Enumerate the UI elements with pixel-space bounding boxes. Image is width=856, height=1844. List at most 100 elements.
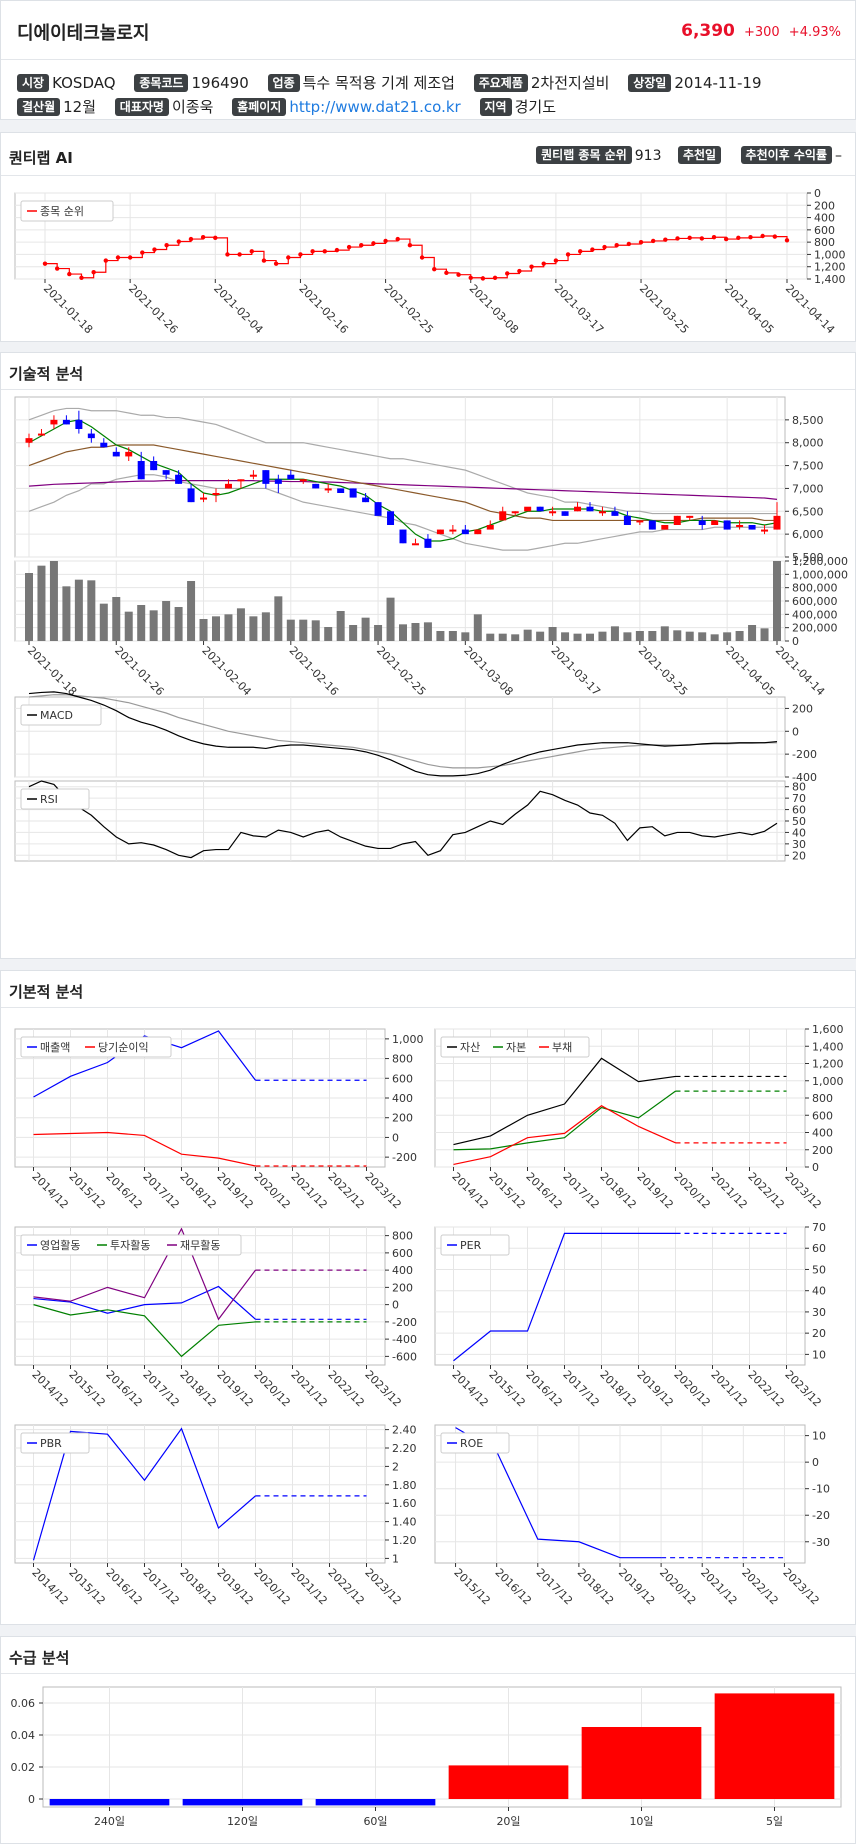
x-tick-label: 5일 [766, 1814, 783, 1828]
rank-point [663, 237, 668, 242]
rank-point [140, 250, 145, 255]
volume-bar [349, 625, 358, 641]
listing-value: 2014-11-19 [674, 74, 762, 92]
volume-bar [760, 628, 769, 641]
technical-title: 기술적 분석 [9, 365, 84, 383]
x-tick-label: 2021/12 [288, 1566, 330, 1608]
divider [1, 389, 855, 390]
rank-point [480, 276, 486, 281]
legend-label: ROE [460, 1437, 483, 1450]
legend-label: PBR [40, 1437, 62, 1450]
candle-body [37, 433, 45, 436]
rank-point [261, 258, 267, 263]
x-tick-label: 2020/12 [251, 1368, 293, 1410]
homepage-link[interactable]: http://www.dat21.co.kr [289, 98, 461, 116]
x-tick-label: 2021-04-05 [723, 644, 777, 698]
legend-box [20, 1432, 90, 1454]
volume-bar [212, 616, 220, 641]
rank-point [310, 249, 315, 254]
rank-point [383, 238, 388, 244]
rank-point [565, 252, 571, 257]
y-tick-label: 1,000,000 [792, 568, 848, 581]
rank-point [54, 266, 60, 271]
rank-badge: 퀀티랩 종목 순위 [536, 146, 632, 164]
plot-frame [42, 1686, 842, 1808]
volume-bar [74, 579, 83, 641]
fundamental-card: 기본적 분석 -200 0 200 400 600 800 1,000 2014/12 2015… [0, 970, 856, 1625]
supply-bar [714, 1693, 835, 1799]
x-tick-label: 2021-01-26 [126, 282, 180, 336]
volume-bar [511, 634, 520, 641]
volume-bar [735, 631, 744, 641]
candle-body [62, 419, 70, 425]
candle-body [274, 479, 282, 484]
x-tick-label: 2021-02-16 [287, 644, 341, 698]
y-tick-label: 400 [814, 212, 835, 225]
y-tick-label: 30 [812, 1306, 826, 1319]
volume-bar [623, 632, 632, 641]
revenue-series-line [33, 1030, 256, 1098]
x-tick-label: 2016/12 [523, 1170, 565, 1212]
price-block: 6,390 +300 +4.93% [681, 21, 841, 41]
candle-body [374, 502, 382, 516]
rank-point [614, 243, 619, 248]
code-badge: 종목코드 [134, 74, 189, 92]
y-tick-label: 10 [812, 1430, 826, 1443]
x-tick-label: 240일 [94, 1814, 125, 1828]
y-tick-label: 0.04 [11, 1729, 36, 1742]
fundamental-charts: -20002004006008001,0002014/122015/122016… [14, 1023, 844, 1608]
x-tick-label: 2014/12 [449, 1170, 491, 1212]
candle-body [499, 511, 507, 521]
candle-body [698, 520, 706, 525]
x-tick-label: 2021-04-05 [722, 282, 776, 336]
rank-point [371, 241, 376, 246]
market-value: KOSDAQ [52, 74, 116, 92]
candle-body [212, 493, 220, 495]
x-tick-label: 2021-02-16 [296, 282, 350, 336]
candle-body [162, 470, 170, 475]
x-tick-label: 2015/12 [486, 1368, 528, 1410]
rank-point [419, 255, 425, 260]
volume-bar [261, 612, 270, 641]
x-tick-label: 2023/12 [782, 1170, 824, 1212]
x-tick-label: 2020/12 [671, 1170, 713, 1212]
x-tick-label: 2022/12 [325, 1566, 367, 1608]
candle-body [636, 520, 644, 523]
x-tick-label: 2017/12 [140, 1566, 182, 1608]
candle-body [137, 461, 145, 480]
x-tick-label: 2021-04-14 [783, 282, 837, 336]
y-tick-label: 0 [812, 1456, 819, 1469]
y-tick-label: 0 [392, 1131, 399, 1144]
rank-point [225, 252, 230, 257]
candle-body [112, 451, 120, 457]
volume-bar [99, 603, 108, 641]
volume-bar [411, 623, 420, 641]
rec-return-value: – [835, 148, 842, 164]
y-tick-label: -10 [812, 1483, 830, 1496]
candle-body [736, 525, 744, 527]
y-tick-label: 600,000 [792, 595, 838, 608]
legend-box [20, 788, 90, 810]
candle-body [436, 529, 444, 535]
x-tick-label: 2022/12 [745, 1170, 787, 1212]
y-tick-label: 800 [392, 1230, 413, 1243]
candle-body [175, 474, 183, 484]
candle-body [748, 525, 756, 530]
supply-title: 수급 분석 [9, 1649, 70, 1667]
rank-point [152, 247, 157, 252]
y-tick-label: 50 [792, 815, 806, 828]
y-tick-label: 8,000 [792, 437, 824, 450]
candle-body [561, 511, 569, 516]
volume-bar [386, 597, 395, 641]
rank-point [748, 235, 753, 240]
x-tick-label: 2021-01-18 [41, 282, 95, 336]
divider [1, 1673, 855, 1674]
y-tick-label: -400 [792, 771, 817, 784]
rank-point [432, 266, 437, 272]
x-tick-label: 2014/12 [29, 1566, 71, 1608]
y-tick-label: 1,400 [812, 1040, 844, 1053]
x-tick-label: 2023/12 [362, 1368, 404, 1410]
rank-point [638, 239, 644, 245]
y-tick-label: 1,200 [812, 1058, 844, 1071]
y-tick-label: 1.60 [392, 1497, 417, 1510]
